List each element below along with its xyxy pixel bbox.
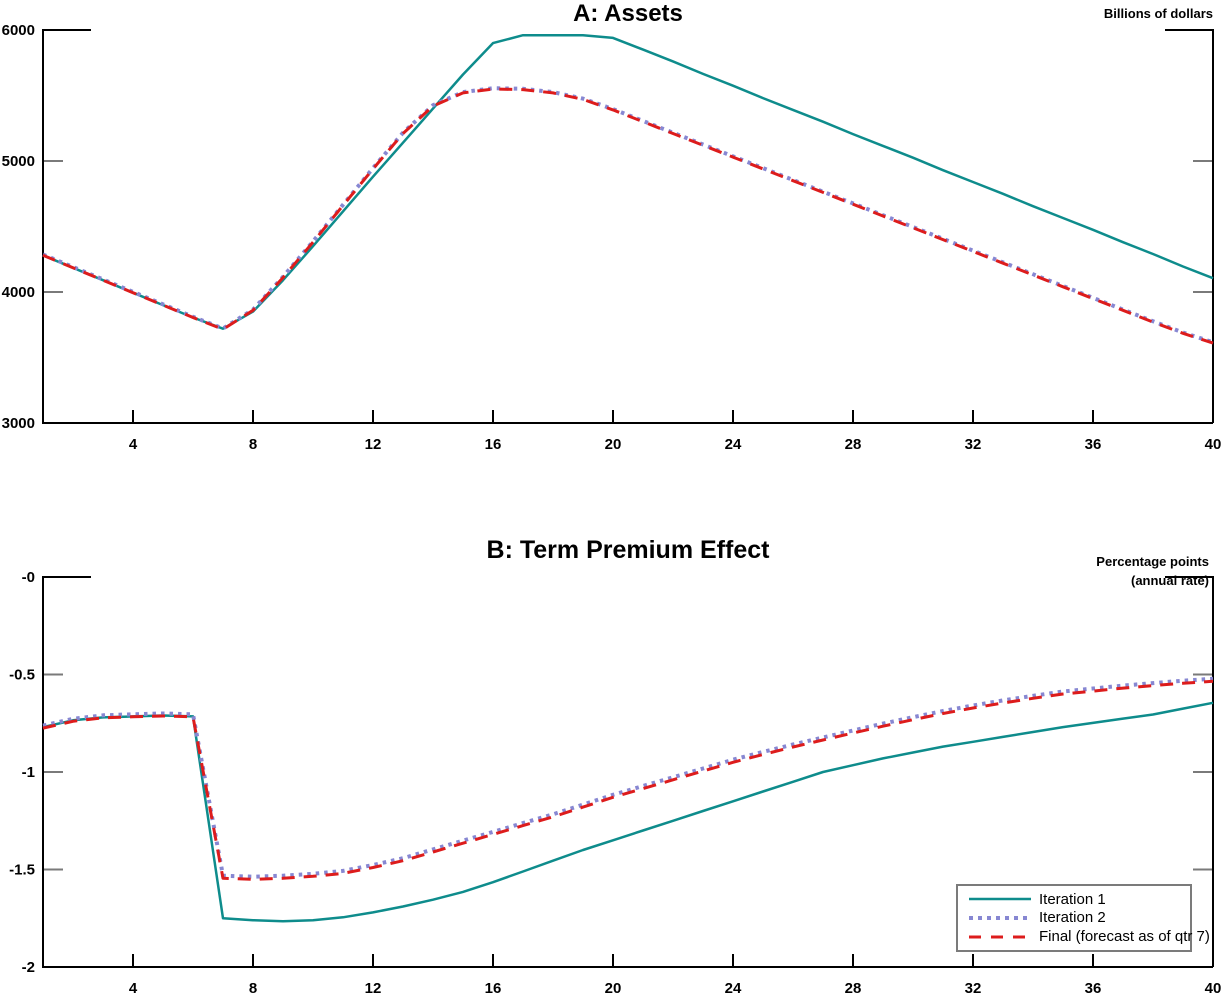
y-tick-label: -1 [22, 764, 35, 781]
y-tick-label: -1.5 [9, 862, 35, 879]
x-tick-label: 40 [1205, 436, 1222, 453]
x-tick-label: 32 [965, 436, 982, 453]
series-final-forecast-as-of-qtr-7 [42, 679, 1214, 881]
series-iteration-1 [42, 33, 1214, 330]
legend-label-final: Final (forecast as of qtr 7) [1039, 928, 1210, 946]
legend-line-dotted-icon [969, 915, 1031, 920]
x-tick-label: 36 [1085, 980, 1102, 995]
x-tick-label: 28 [845, 980, 862, 995]
panel-a-title: A: Assets [573, 0, 683, 27]
panel-b-unit-label: Percentage points (annual rate) [1096, 552, 1209, 590]
series-final-forecast-as-of-qtr-7 [42, 87, 1214, 345]
legend-line-dashed-icon [969, 935, 1031, 939]
y-tick-label: -0 [22, 569, 35, 586]
series-iteration-1 [42, 701, 1214, 923]
legend-item-iteration1: Iteration 1 [968, 891, 1186, 908]
legend-item-iteration2: Iteration 2 [968, 909, 1186, 926]
x-tick-label: 32 [965, 980, 982, 995]
panel-b-unit-line1: Percentage points [1096, 554, 1209, 569]
x-tick-label: 4 [129, 980, 138, 995]
y-tick-label: 4000 [2, 284, 35, 301]
panel-b-unit-line2: (annual rate) [1130, 573, 1209, 588]
x-tick-label: 36 [1085, 436, 1102, 453]
x-tick-label: 24 [725, 436, 742, 453]
x-tick-label: 8 [249, 436, 257, 453]
x-tick-label: 12 [365, 980, 382, 995]
legend-item-final: Final (forecast as of qtr 7) [968, 928, 1210, 945]
series-iteration-2 [42, 86, 1214, 345]
x-tick-label: 16 [485, 436, 502, 453]
legend-line-solid-icon [969, 898, 1031, 901]
y-tick-label: 3000 [2, 415, 35, 432]
y-tick-label: -2 [22, 959, 35, 976]
legend-label-iteration2: Iteration 2 [1039, 909, 1106, 927]
x-tick-label: 40 [1205, 980, 1222, 995]
x-tick-label: 12 [365, 436, 382, 453]
x-tick-label: 20 [605, 980, 622, 995]
x-tick-label: 8 [249, 980, 257, 995]
legend-box: Iteration 1 Iteration 2 Final (forecast … [956, 884, 1210, 952]
x-tick-label: 4 [129, 436, 138, 453]
x-tick-label: 16 [485, 980, 502, 995]
x-tick-label: 20 [605, 436, 622, 453]
panel-b-title: B: Term Premium Effect [486, 536, 770, 564]
y-tick-label: -0.5 [9, 667, 35, 684]
y-tick-label: 5000 [2, 153, 35, 170]
x-tick-label: 24 [725, 980, 742, 995]
series-iteration-2 [42, 676, 1214, 879]
panel-a-unit-label: Billions of dollars [1103, 6, 1213, 21]
legend-label-iteration1: Iteration 1 [1039, 890, 1106, 908]
y-tick-label: 6000 [2, 22, 35, 39]
x-tick-label: 28 [845, 436, 862, 453]
